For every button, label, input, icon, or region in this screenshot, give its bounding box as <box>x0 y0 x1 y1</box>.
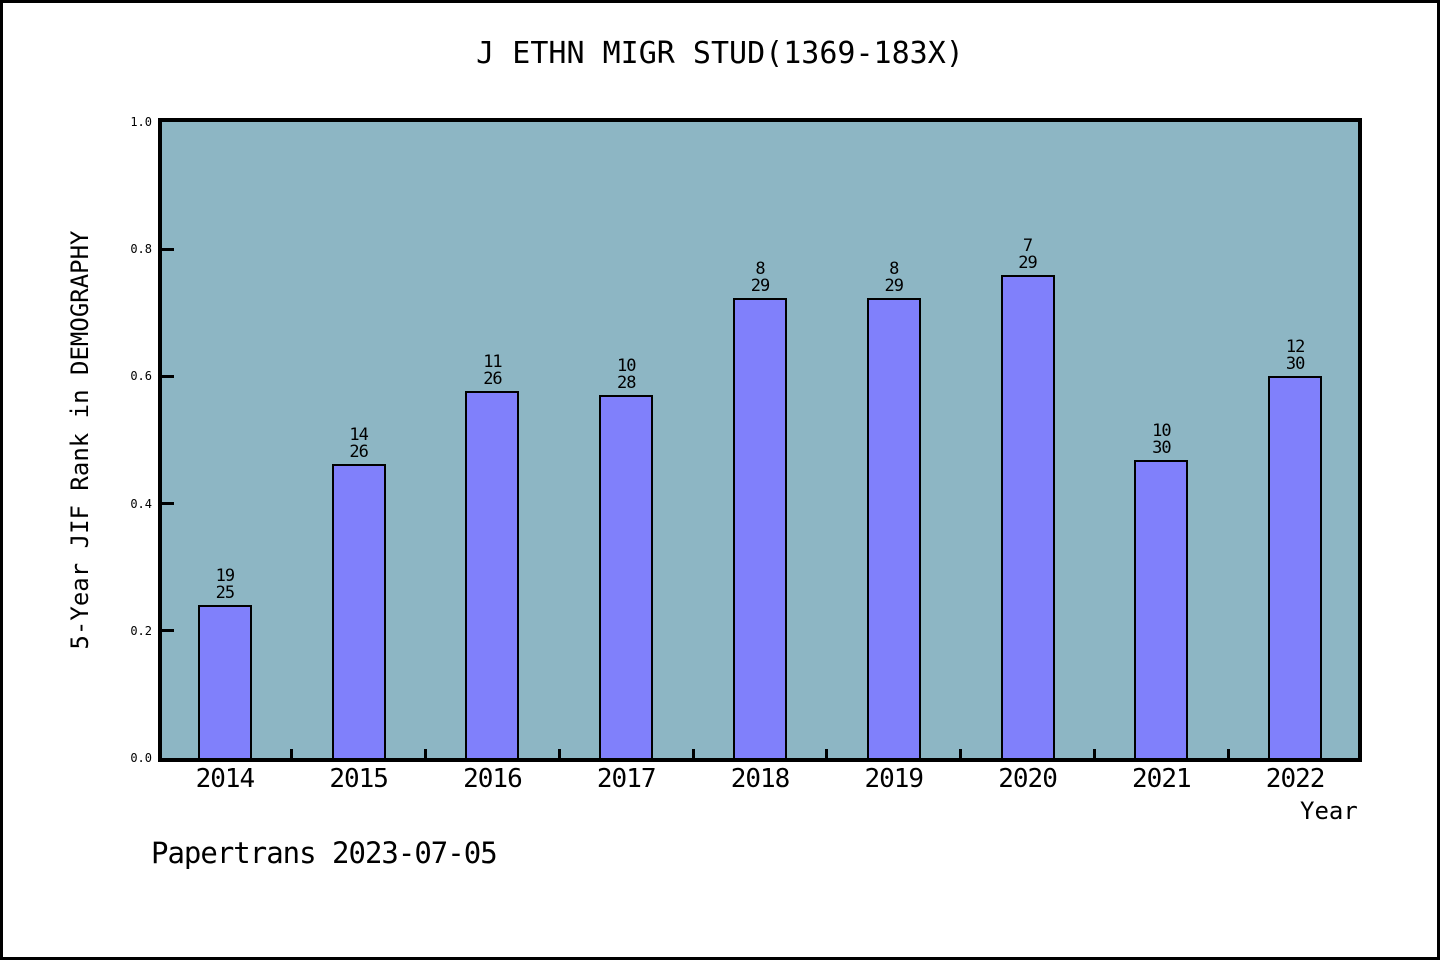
plot-area: 19 25 14 26 11 26 10 28 8 29 8 29 7 29 10 30 12 … <box>158 118 1362 762</box>
y-tick-label: 0.6 <box>130 369 152 384</box>
bar-2021 <box>1134 459 1189 758</box>
bar-value-label-2017: 10 28 <box>616 355 636 393</box>
x-tick <box>825 749 829 758</box>
y-tick <box>162 502 174 506</box>
bar-value-label-2014: 19 25 <box>215 566 235 604</box>
bar-2022 <box>1268 376 1323 758</box>
x-tick-label-2019: 2019 <box>864 764 924 794</box>
bar-value-label-2022: 12 30 <box>1285 337 1305 375</box>
x-tick-label-2017: 2017 <box>596 764 657 794</box>
bar-2018 <box>733 297 787 758</box>
y-tick <box>162 247 174 251</box>
y-tick-label: 0.4 <box>130 496 152 511</box>
x-tick-label-2015: 2015 <box>329 764 389 794</box>
x-tick-label-2016: 2016 <box>463 764 523 794</box>
bar-value-label-2018: 8 29 <box>750 258 770 296</box>
x-tick <box>290 749 294 758</box>
bar-2020 <box>1000 275 1055 758</box>
x-tick-label-2021: 2021 <box>1132 764 1192 794</box>
y-tick-label: 1.0 <box>130 115 152 129</box>
x-tick <box>557 749 561 758</box>
y-tick <box>162 629 174 633</box>
y-axis-label: 5-Year JIF Rank in DEMOGRAPHY <box>66 230 94 650</box>
x-tick <box>959 749 963 758</box>
x-tick-label-2014: 2014 <box>195 764 256 794</box>
bar-value-label-2015: 14 26 <box>349 425 368 463</box>
x-tick-label-2018: 2018 <box>730 764 791 794</box>
x-tick <box>424 749 428 758</box>
bar-2016 <box>465 391 520 758</box>
bar-2015 <box>331 464 386 758</box>
bar-value-label-2019: 8 29 <box>884 258 904 296</box>
watermark-text: Papertrans 2023-07-05 <box>151 836 498 870</box>
x-tick <box>1226 749 1230 758</box>
bar-value-label-2021: 10 30 <box>1152 420 1171 458</box>
x-tick <box>1092 749 1096 758</box>
bar-2017 <box>599 394 654 758</box>
y-tick-label: 0.2 <box>130 623 152 638</box>
bar-value-label-2020: 7 29 <box>1018 236 1037 274</box>
y-tick <box>162 374 174 378</box>
x-axis-title: Year <box>1300 797 1358 825</box>
chart-title: J ETHN MIGR STUD(1369-183X) <box>476 36 964 71</box>
y-tick-label: 0.8 <box>130 242 152 257</box>
x-tick <box>691 749 695 758</box>
bar-value-label-2016: 11 26 <box>483 352 502 390</box>
bar-2014 <box>197 605 252 758</box>
bar-2019 <box>866 297 921 758</box>
x-tick-label-2022: 2022 <box>1265 764 1326 794</box>
y-tick-label: 0.0 <box>130 751 152 765</box>
x-tick-label-2020: 2020 <box>998 764 1058 794</box>
